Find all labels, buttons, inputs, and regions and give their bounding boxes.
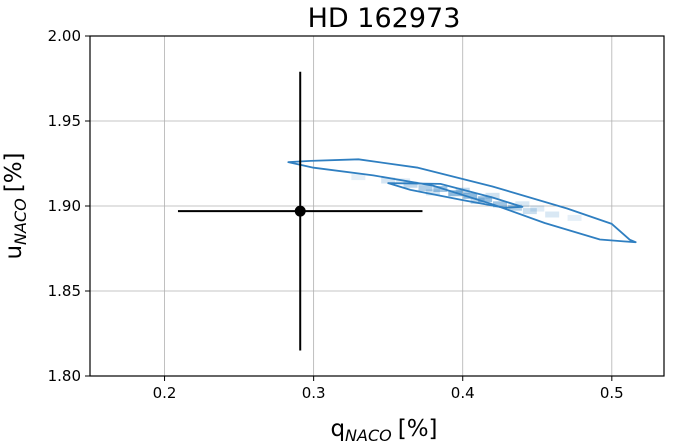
density-cell: [433, 186, 448, 192]
y-tick-label: 1.80: [48, 367, 81, 385]
error-bars: [177, 71, 423, 351]
density-cell: [403, 181, 418, 188]
contour-inner: [387, 182, 524, 209]
density-cell: [425, 189, 440, 196]
density-cell: [530, 205, 545, 212]
density-cell: [522, 208, 537, 215]
y-axis-label: uNACO [%]: [1, 152, 30, 259]
x-tick-label: 0.3: [302, 384, 326, 402]
y-tick-label: 1.85: [48, 282, 81, 300]
y-axis-label-subscript: NACO: [11, 198, 30, 245]
density-cloud: [351, 174, 582, 221]
data-point: [294, 205, 306, 217]
y-tick-label: 2.00: [48, 27, 81, 45]
x-axis-label-subscript: NACO: [345, 426, 392, 442]
x-tick-label: 0.2: [153, 384, 177, 402]
density-cell: [351, 174, 366, 181]
contour-outer: [287, 158, 637, 244]
density-cell: [470, 197, 485, 204]
density-cell: [545, 211, 560, 218]
x-tick-label: 0.4: [451, 384, 475, 402]
density-cell: [455, 187, 470, 194]
density-cell: [567, 214, 582, 221]
y-tick-label: 1.90: [48, 197, 81, 215]
density-cell: [515, 201, 530, 208]
y-axis-label-main: u: [1, 245, 27, 260]
density-cell: [493, 201, 507, 208]
x-axis-label: qNACO [%]: [330, 416, 437, 442]
x-axis-label-main: q: [330, 416, 345, 442]
chart-title: HD 162973: [308, 3, 461, 34]
y-tick-label: 1.95: [48, 112, 81, 130]
y-ticks: 1.80 1.85 1.90 1.95 2.00: [48, 27, 90, 385]
density-cell: [478, 196, 493, 203]
x-axis-label-unit: [%]: [398, 416, 438, 442]
contours: [287, 158, 637, 244]
grid: [90, 35, 664, 377]
x-ticks: 0.2 0.3 0.4 0.5: [153, 376, 624, 402]
density-cell: [485, 192, 500, 199]
x-tick-label: 0.5: [600, 384, 624, 402]
density-cell: [381, 177, 396, 184]
density-cell: [418, 185, 433, 192]
density-cell: [463, 192, 478, 199]
y-axis-label-unit: [%]: [1, 152, 27, 192]
